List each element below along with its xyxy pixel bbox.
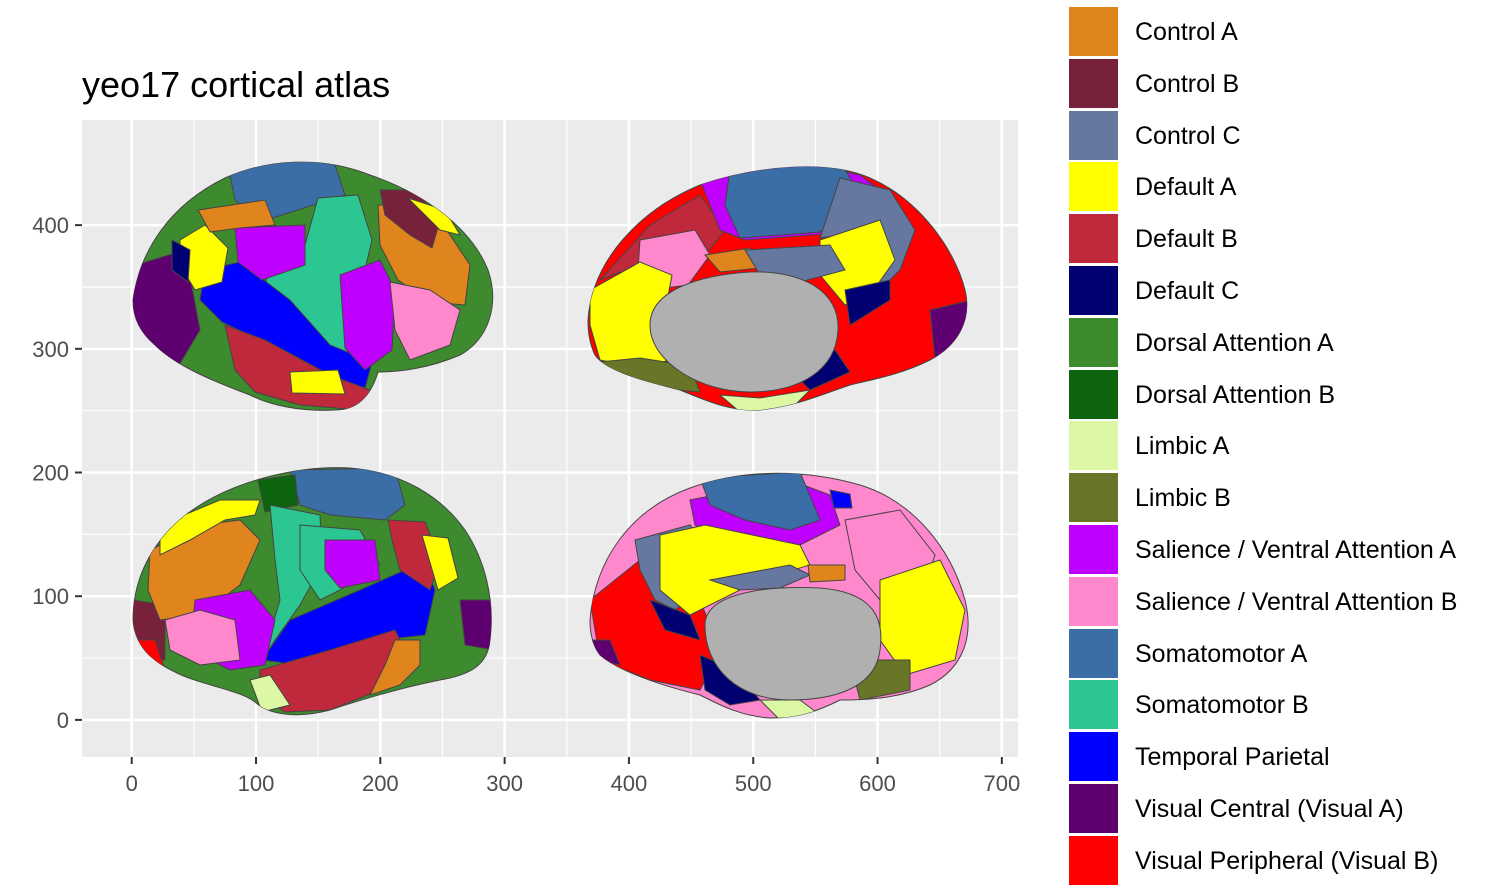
legend-item: Salience / Ventral Attention A bbox=[1068, 525, 1512, 577]
legend-label: Limbic B bbox=[1135, 484, 1231, 513]
region-control-a-b2 bbox=[369, 639, 421, 696]
region-temporal-parietal-b2 bbox=[829, 489, 853, 509]
x-tick-label: 300 bbox=[486, 771, 523, 796]
legend-item: Dorsal Attention B bbox=[1068, 369, 1512, 422]
legend-item: Default A bbox=[1068, 162, 1512, 214]
legend-label: Somatomotor B bbox=[1135, 691, 1309, 720]
y-tick-label: 0 bbox=[57, 708, 69, 733]
legend-label: Control B bbox=[1135, 69, 1240, 98]
legend-swatch bbox=[1069, 110, 1118, 160]
region-salience-a-2 bbox=[339, 259, 396, 371]
y-tick-label: 400 bbox=[32, 213, 69, 238]
region-somatomotor-a-b2 bbox=[699, 473, 821, 531]
legend-label: Visual Central (Visual A) bbox=[1135, 795, 1404, 823]
x-tick-label: 700 bbox=[983, 771, 1020, 796]
legend-item: Control A bbox=[1068, 7, 1512, 59]
legend-label: Default A bbox=[1135, 173, 1237, 202]
legend-swatch bbox=[1069, 576, 1118, 626]
x-tick-label: 600 bbox=[859, 771, 896, 796]
legend-swatch bbox=[1069, 266, 1118, 315]
legend-item: Dorsal Attention A bbox=[1068, 317, 1512, 370]
legend-item: Default C bbox=[1068, 266, 1512, 318]
medial-wall-bottom bbox=[704, 587, 882, 701]
legend-label: Default B bbox=[1135, 225, 1238, 254]
region-default-c-m1 bbox=[844, 279, 891, 326]
legend-item: Limbic B bbox=[1068, 473, 1512, 525]
legend-item: Control B bbox=[1068, 58, 1512, 111]
legend-item: Control C bbox=[1068, 110, 1512, 163]
region-control-a-b3 bbox=[807, 564, 846, 583]
legend-swatch bbox=[1069, 7, 1118, 56]
region-salience-b-b1 bbox=[164, 609, 241, 666]
legend-label: Control C bbox=[1135, 121, 1241, 150]
region-salience-b bbox=[389, 281, 461, 361]
region-default-a-b1 bbox=[421, 534, 459, 591]
legend-swatch bbox=[1069, 784, 1118, 833]
medial-wall-top bbox=[649, 271, 839, 393]
legend-label: Salience / Ventral Attention A bbox=[1135, 536, 1457, 564]
x-tick-label: 100 bbox=[238, 771, 275, 796]
region-default-c bbox=[171, 239, 191, 283]
legend-label: Temporal Parietal bbox=[1135, 743, 1330, 772]
legend-swatch bbox=[1069, 732, 1118, 782]
legend-label: Dorsal Attention A bbox=[1135, 328, 1334, 357]
region-control-a-2 bbox=[197, 199, 276, 233]
legend-swatch bbox=[1069, 317, 1118, 367]
legend-item: Visual Peripheral (Visual B) bbox=[1068, 835, 1512, 888]
chart-panel: 0 100 200 300 400 500 600 700 0 100 200 300 400 bbox=[32, 120, 1020, 796]
region-default-a-small bbox=[289, 369, 346, 395]
region-dorsal-b-b1 bbox=[257, 474, 299, 513]
legend-swatch bbox=[1069, 369, 1118, 419]
legend-item: Limbic A bbox=[1068, 421, 1512, 473]
legend-swatch bbox=[1069, 525, 1118, 574]
legend-swatch bbox=[1069, 214, 1118, 264]
legend-swatch bbox=[1069, 58, 1118, 108]
legend-swatch bbox=[1069, 680, 1118, 730]
legend-label: Visual Peripheral (Visual B) bbox=[1135, 846, 1439, 875]
legend-item: Temporal Parietal bbox=[1068, 732, 1512, 784]
region-limbic-a-b1 bbox=[249, 674, 291, 713]
legend-item: Salience / Ventral Attention B bbox=[1068, 576, 1512, 629]
legend-swatch bbox=[1069, 473, 1118, 523]
legend-item: Somatomotor A bbox=[1068, 628, 1512, 681]
legend-item: Somatomotor B bbox=[1068, 680, 1512, 732]
legend-swatch bbox=[1069, 628, 1118, 678]
legend-swatch bbox=[1069, 162, 1118, 212]
legend-label: Control A bbox=[1135, 18, 1238, 46]
chart-title: yeo17 cortical atlas bbox=[82, 64, 391, 105]
x-tick-label: 0 bbox=[126, 771, 138, 796]
region-default-c-b2 bbox=[648, 599, 701, 641]
legend-swatch bbox=[1069, 421, 1118, 471]
x-tick-label: 500 bbox=[735, 771, 772, 796]
y-tick-label: 100 bbox=[32, 584, 69, 609]
region-default-a-b2 bbox=[159, 499, 261, 556]
region-salience-a-b1 bbox=[324, 539, 381, 589]
legend-label: Limbic A bbox=[1135, 432, 1230, 461]
legend-label: Default C bbox=[1135, 277, 1240, 305]
legend-label: Somatomotor A bbox=[1135, 639, 1308, 668]
region-visual-a-b1 bbox=[459, 599, 492, 651]
legend-label: Dorsal Attention B bbox=[1135, 380, 1336, 409]
region-control-c-b3 bbox=[708, 564, 812, 591]
legend-item: Visual Central (Visual A) bbox=[1068, 784, 1512, 836]
x-tick-label: 400 bbox=[611, 771, 648, 796]
region-default-a-3 bbox=[407, 197, 462, 236]
legend-swatch bbox=[1069, 835, 1118, 885]
y-tick-label: 200 bbox=[32, 461, 69, 486]
legend-label: Salience / Ventral Attention B bbox=[1135, 587, 1458, 616]
region-salience-a bbox=[234, 224, 306, 281]
y-tick-label: 300 bbox=[32, 337, 69, 362]
x-tick-label: 200 bbox=[362, 771, 399, 796]
legend-item: Default B bbox=[1068, 214, 1512, 266]
